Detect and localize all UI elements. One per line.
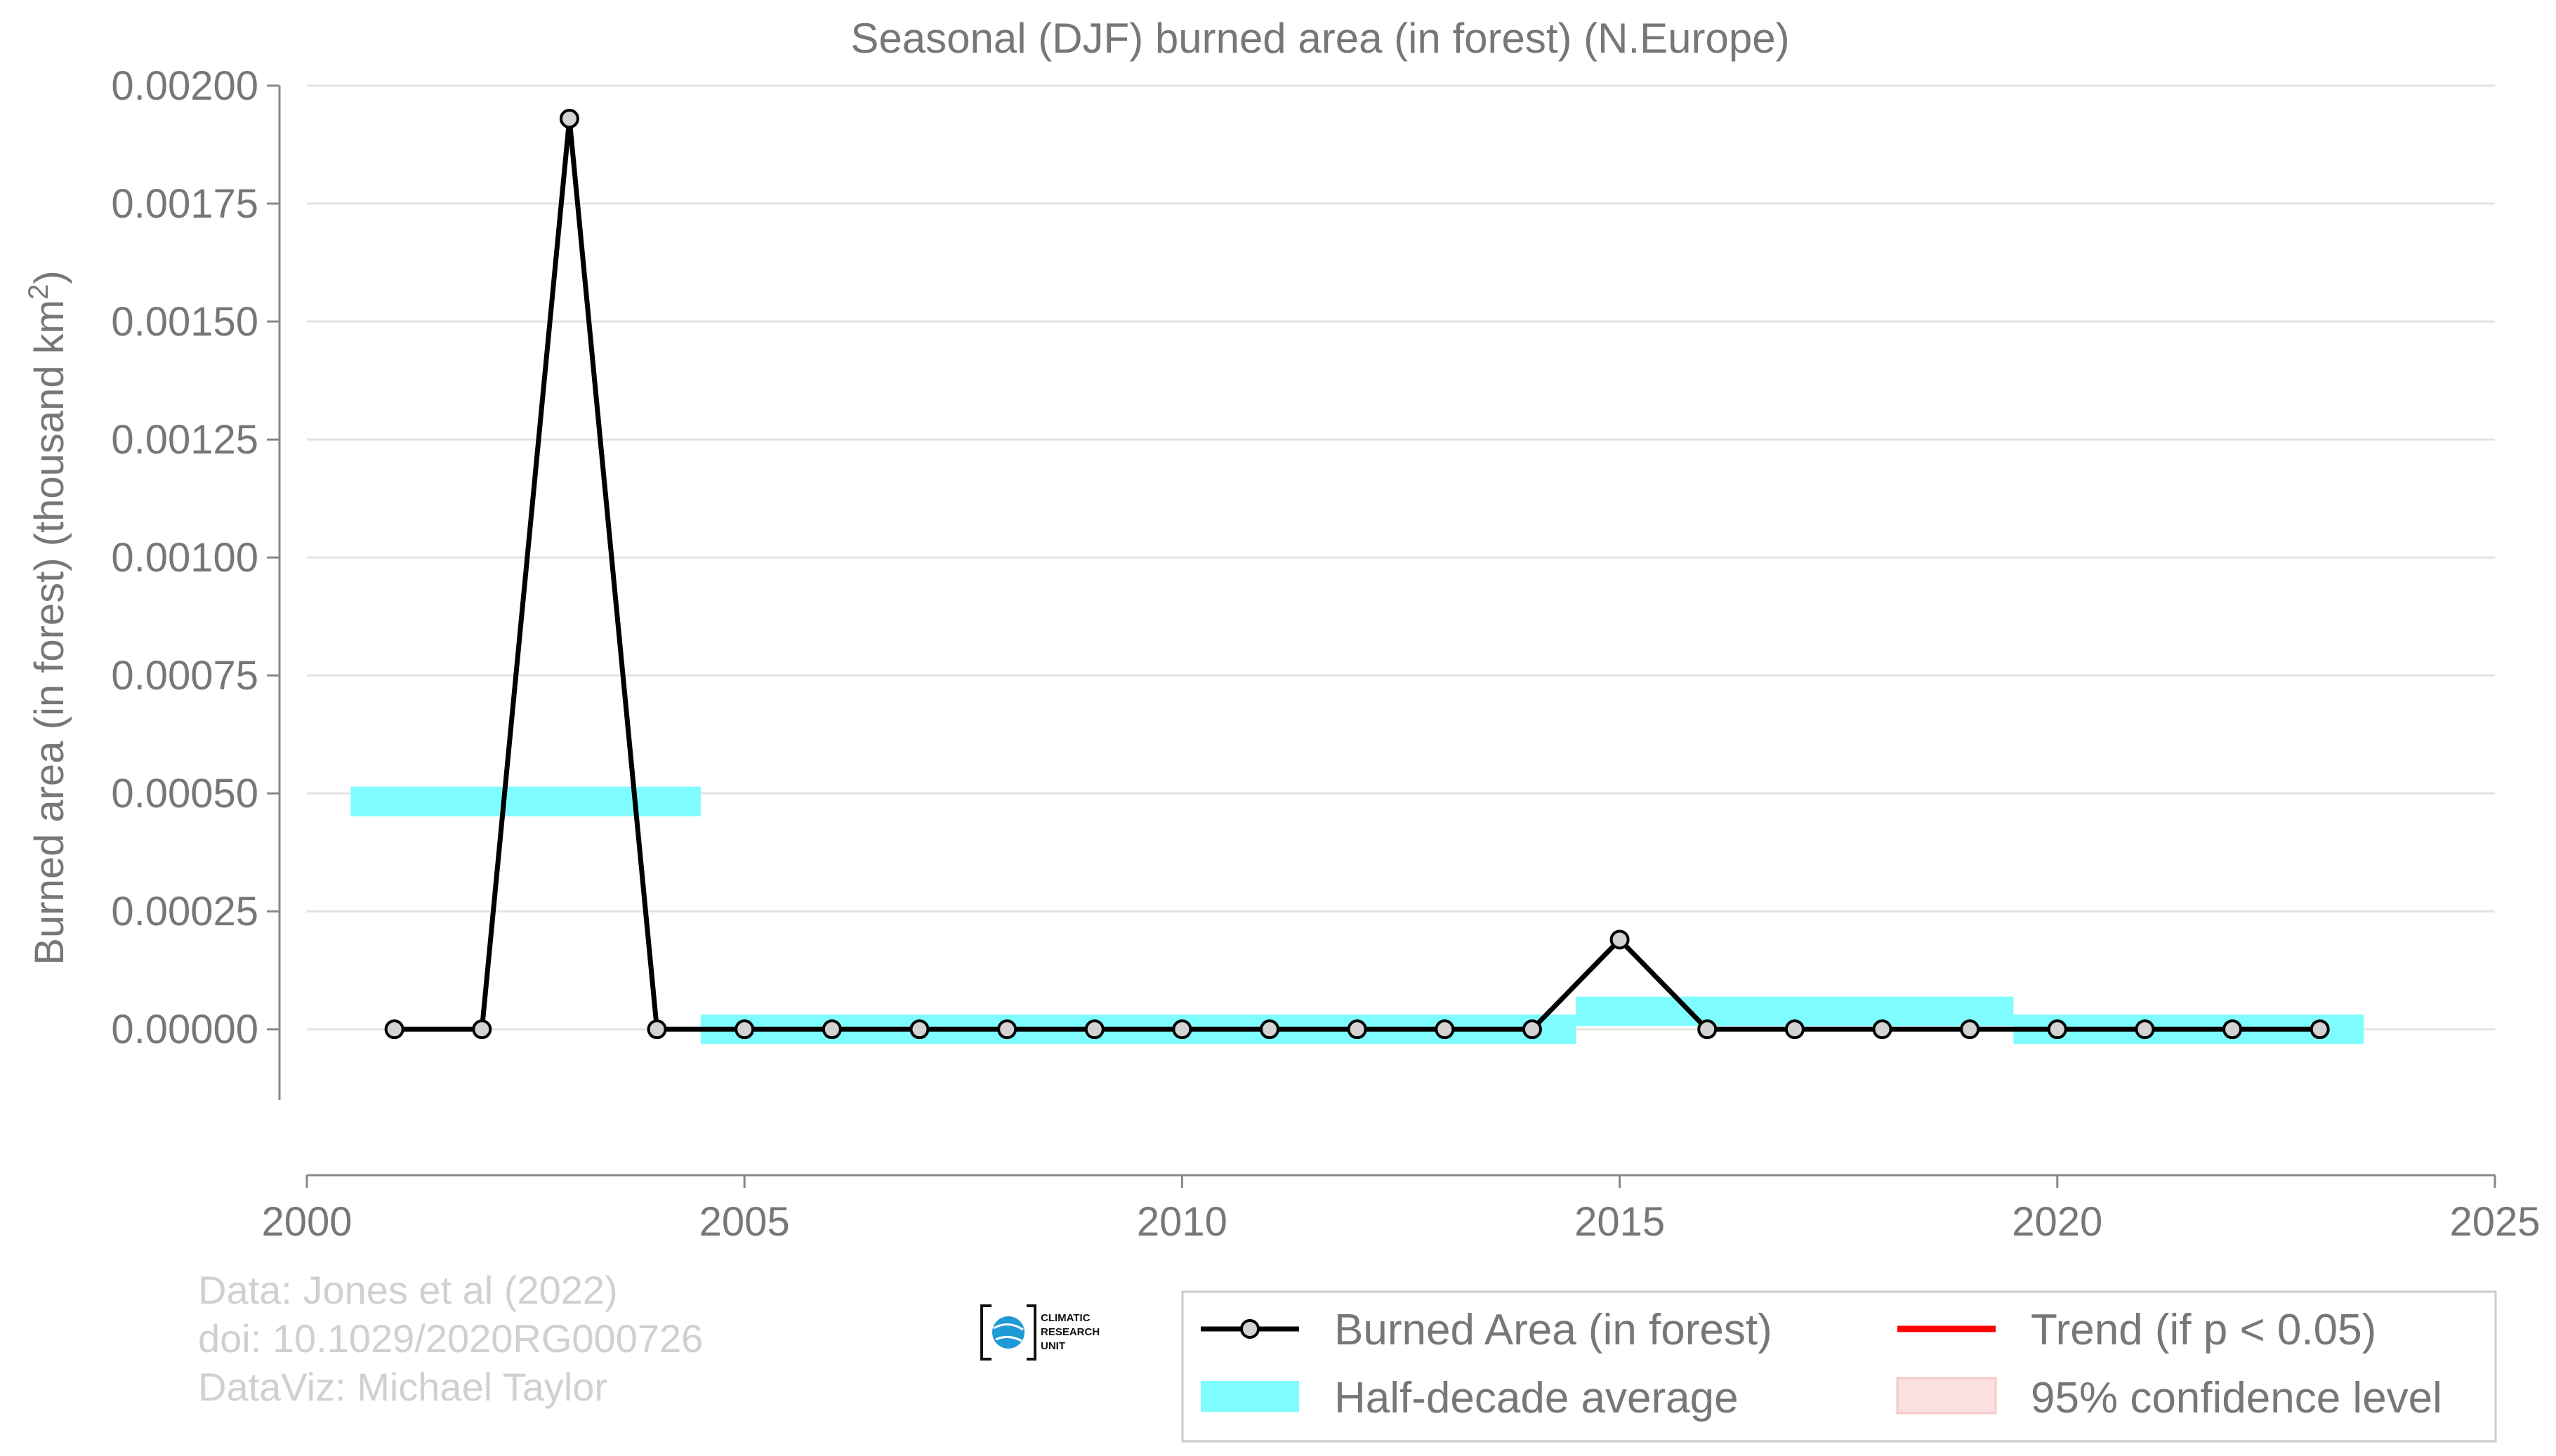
- burned-area-markers: [384, 109, 2330, 1040]
- data-point: [997, 1019, 1017, 1040]
- x-tick-label: 2015: [1574, 1199, 1665, 1245]
- legend-swatch-confidence: [1896, 1377, 1997, 1415]
- legend-marker-burned-area: [1240, 1319, 1260, 1339]
- burned-area-series: [394, 118, 2320, 1032]
- x-tick-label: 2020: [2012, 1199, 2102, 1245]
- y-tick-label: 0.00075: [111, 653, 258, 699]
- logo-text-3: UNIT: [1041, 1340, 1065, 1352]
- data-point: [909, 1019, 930, 1040]
- credit-line-dataviz: DataViz: Michael Taylor: [198, 1365, 607, 1409]
- data-point: [1872, 1019, 1892, 1040]
- y-tick-label: 0.00200: [111, 63, 258, 109]
- data-point: [1260, 1019, 1280, 1040]
- chart-title: Seasonal (DJF) burned area (in forest) (…: [850, 15, 1789, 62]
- legend-label-confidence: 95% confidence level: [2031, 1374, 2442, 1422]
- credit-line-data: Data: Jones et al (2022): [198, 1268, 618, 1312]
- data-point: [647, 1019, 667, 1040]
- data-point: [1609, 929, 1630, 950]
- y-tick-label: 0.00150: [111, 299, 258, 345]
- legend-box: [1181, 1290, 2497, 1443]
- y-axis-label: Burned area (in forest) (thousand km2): [23, 270, 72, 965]
- legend-swatch-half-decade: [1201, 1381, 1299, 1412]
- grid-lines: [307, 84, 2495, 1031]
- y-tick-label: 0.00025: [111, 889, 258, 934]
- data-point: [2222, 1019, 2243, 1040]
- globe-icon: [992, 1316, 1025, 1349]
- y-tick-label: 0.00175: [111, 181, 258, 227]
- data-point: [472, 1019, 492, 1040]
- x-tick-label: 2005: [699, 1199, 790, 1245]
- y-axis-label-main: Burned area (in forest) (thousand km: [27, 300, 72, 965]
- legend-label-trend: Trend (if p < 0.05): [2031, 1306, 2376, 1354]
- y-axis-label-sup: 2: [23, 284, 54, 300]
- data-point: [2047, 1019, 2067, 1040]
- x-ticks: 2000 2005 2010 2015 2020 2025: [261, 1175, 2541, 1245]
- y-tick-label: 0.00050: [111, 771, 258, 816]
- y-tick-label: 0.00000: [111, 1007, 258, 1052]
- data-point: [822, 1019, 842, 1040]
- cru-logo: CLIMATIC RESEARCH UNIT: [980, 1304, 1100, 1361]
- globe-lines: [993, 1323, 1024, 1342]
- x-tick-label: 2010: [1137, 1199, 1227, 1245]
- data-point: [1172, 1019, 1192, 1040]
- data-point: [1784, 1019, 1805, 1040]
- data-point: [1084, 1019, 1105, 1040]
- logo-text-2: RESEARCH: [1041, 1326, 1100, 1338]
- logo-bracket: [980, 1304, 1036, 1361]
- data-point: [734, 1019, 755, 1040]
- data-point: [1697, 1019, 1718, 1040]
- data-point: [1522, 1019, 1542, 1040]
- data-point: [1435, 1019, 1455, 1040]
- logo-text-1: CLIMATIC: [1041, 1312, 1091, 1324]
- y-ticks: 0.00000 0.00025 0.00050 0.00075 0.00100 0.001…: [111, 63, 279, 1052]
- credits: Data: Jones et al (2022) doi: 10.1029/20…: [198, 1268, 703, 1409]
- data-point: [384, 1019, 404, 1040]
- legend-label-half-decade: Half-decade average: [1334, 1374, 1739, 1422]
- x-tick-label: 2025: [2449, 1199, 2540, 1245]
- data-point: [2135, 1019, 2155, 1040]
- half-decade-band: [350, 786, 701, 816]
- data-point: [1347, 1019, 1367, 1040]
- data-point: [2310, 1019, 2330, 1040]
- y-tick-label: 0.00125: [111, 417, 258, 463]
- credit-line-doi: doi: 10.1029/2020RG000726: [198, 1316, 703, 1361]
- burned-area-line: [394, 118, 2320, 1032]
- legend: Burned Area (in forest) Trend (if p < 0.…: [1181, 1290, 2497, 1443]
- x-tick-label: 2000: [261, 1199, 352, 1245]
- data-point: [1960, 1019, 1980, 1040]
- data-point: [559, 109, 579, 129]
- y-tick-label: 0.00100: [111, 535, 258, 581]
- axes: [278, 86, 2495, 1177]
- y-axis-label-end: ): [27, 270, 72, 284]
- legend-label-burned-area: Burned Area (in forest): [1334, 1306, 1772, 1354]
